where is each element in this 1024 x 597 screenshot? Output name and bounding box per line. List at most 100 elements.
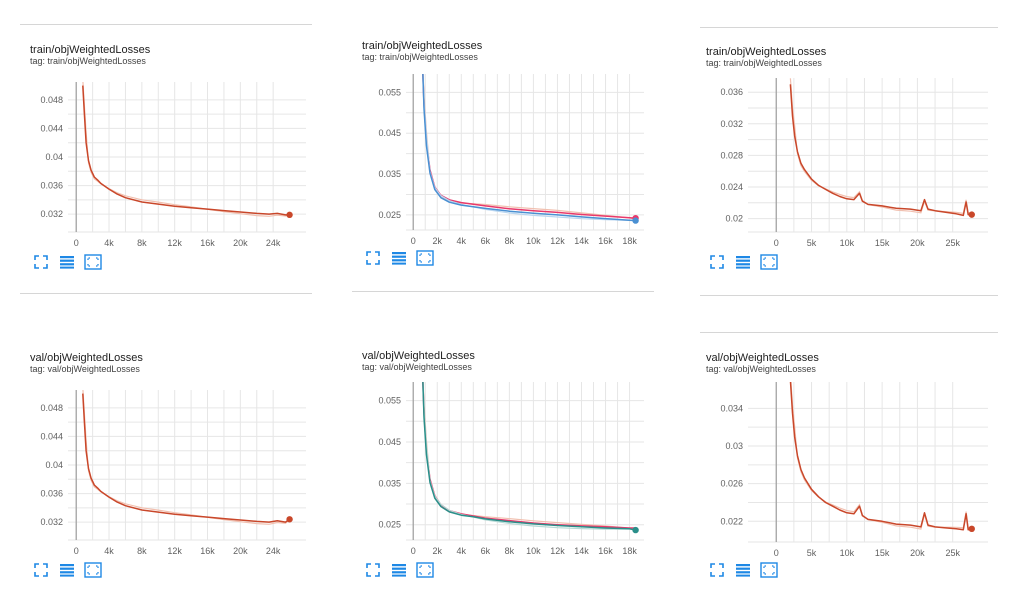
y-tick-label: 0.03 <box>725 441 743 451</box>
expand-icon[interactable] <box>364 562 382 578</box>
chart-card: train/objWeightedLosses tag: train/objWe… <box>706 46 996 276</box>
chart-card: val/objWeightedLosses tag: val/objWeight… <box>362 350 652 584</box>
series-group <box>82 390 293 525</box>
x-tick-label: 4k <box>457 236 467 246</box>
separator <box>700 27 998 28</box>
fit-domain-icon[interactable] <box>416 562 434 578</box>
expand-icon[interactable] <box>364 250 382 266</box>
x-tick-label: 0 <box>411 546 416 556</box>
expand-icon[interactable] <box>708 562 726 578</box>
x-tick-label: 15k <box>875 238 890 248</box>
series-line <box>82 393 291 523</box>
x-tick-label: 6k <box>481 546 491 556</box>
expand-icon[interactable] <box>708 254 726 270</box>
x-tick-label: 12k <box>167 238 182 248</box>
series-group <box>422 74 639 224</box>
x-tick-label: 12k <box>167 546 182 556</box>
chart-card: val/objWeightedLosses tag: val/objWeight… <box>706 352 996 584</box>
chart-tag: tag: train/objWeightedLosses <box>706 58 822 68</box>
x-tick-label: 6k <box>481 236 491 246</box>
chart-toolbar <box>32 254 102 270</box>
separator <box>352 291 654 292</box>
expand-icon[interactable] <box>32 254 50 270</box>
chart-plot: 0 2k 4k 6k 8k 10k 12k 14k 16k 18k 0.025 0.035 0.045 0… <box>378 74 644 246</box>
chart-plot: 0 5k 10k 15k 20k 25k 0.022 0.026 0.03 0.034 <box>720 382 988 558</box>
y-tick-label: 0.034 <box>720 403 743 413</box>
y-tick-label: 0.045 <box>378 437 401 447</box>
series-line <box>422 74 636 222</box>
expand-icon[interactable] <box>32 562 50 578</box>
separator <box>20 24 312 25</box>
separator <box>20 293 312 294</box>
chart-toolbar <box>708 254 778 270</box>
chart-plot: 0 2k 4k 6k 8k 10k 12k 14k 16k 18k 0.025 0.035 0.045 0… <box>378 382 644 556</box>
y-tick-label: 0.055 <box>378 87 401 97</box>
chart-plot: 0 4k 8k 12k 16k 20k 24k 0.032 0.036 0.04 0.044 0.04… <box>40 390 306 556</box>
chart-card: train/objWeightedLosses tag: train/objWe… <box>362 40 652 270</box>
y-tick-label: 0.045 <box>378 128 401 138</box>
y-tick-label: 0.048 <box>40 403 63 413</box>
x-tick-label: 5k <box>807 548 817 558</box>
series-end-point <box>286 516 293 523</box>
data-table-icon[interactable] <box>58 562 76 578</box>
series-line <box>789 84 972 217</box>
x-tick-label: 0 <box>774 238 779 248</box>
chart-toolbar <box>364 250 434 266</box>
x-tick-label: 4k <box>104 238 114 248</box>
x-tick-label: 24k <box>266 546 281 556</box>
chart-title: val/objWeightedLosses <box>706 352 819 364</box>
y-tick-label: 0.025 <box>378 210 401 220</box>
y-tick-label: 0.036 <box>720 87 743 97</box>
x-tick-label: 8k <box>137 238 147 248</box>
series-line <box>789 382 973 531</box>
fit-domain-icon[interactable] <box>84 562 102 578</box>
x-tick-label: 8k <box>505 236 515 246</box>
data-table-icon[interactable] <box>390 250 408 266</box>
chart-tag: tag: val/objWeightedLosses <box>30 364 140 374</box>
series-line <box>422 74 636 219</box>
x-tick-label: 10k <box>840 548 855 558</box>
series-raw-line <box>789 78 972 215</box>
series-line <box>422 382 636 529</box>
y-tick-label: 0.028 <box>720 150 743 160</box>
chart-toolbar <box>32 562 102 578</box>
series-group <box>789 78 975 218</box>
x-tick-label: 4k <box>104 546 114 556</box>
fit-domain-icon[interactable] <box>760 562 778 578</box>
y-tick-label: 0.035 <box>378 169 401 179</box>
series-end-point <box>968 211 975 218</box>
x-tick-label: 14k <box>574 546 589 556</box>
x-tick-label: 2k <box>432 236 442 246</box>
chart-tag: tag: train/objWeightedLosses <box>362 52 478 62</box>
x-tick-label: 16k <box>598 546 613 556</box>
series-group <box>82 82 293 219</box>
chart-title: train/objWeightedLosses <box>362 40 483 52</box>
y-tick-label: 0.032 <box>40 517 63 527</box>
x-tick-label: 12k <box>550 546 565 556</box>
y-tick-label: 0.04 <box>45 460 63 470</box>
y-tick-label: 0.036 <box>40 489 63 499</box>
x-tick-label: 20k <box>233 546 248 556</box>
fit-domain-icon[interactable] <box>416 250 434 266</box>
x-tick-label: 16k <box>200 238 215 248</box>
y-tick-label: 0.026 <box>720 479 743 489</box>
fit-domain-icon[interactable] <box>84 254 102 270</box>
chart-plot: 0 5k 10k 15k 20k 25k 0.02 0.024 0.028 0.032 0.036 <box>720 78 988 248</box>
data-table-icon[interactable] <box>58 254 76 270</box>
data-table-icon[interactable] <box>734 562 752 578</box>
y-tick-label: 0.048 <box>40 95 63 105</box>
chart-card: train/objWeightedLosses tag: train/objWe… <box>30 44 314 274</box>
chart-tag: tag: train/objWeightedLosses <box>30 56 146 66</box>
series-end-point <box>286 211 293 219</box>
chart-title: val/objWeightedLosses <box>30 352 143 364</box>
x-tick-label: 20k <box>910 238 925 248</box>
chart-title: train/objWeightedLosses <box>30 44 151 56</box>
x-tick-label: 4k <box>457 546 467 556</box>
series-end-point <box>968 525 975 533</box>
y-tick-label: 0.032 <box>40 209 63 219</box>
x-tick-label: 0 <box>411 236 416 246</box>
data-table-icon[interactable] <box>734 254 752 270</box>
fit-domain-icon[interactable] <box>760 254 778 270</box>
data-table-icon[interactable] <box>390 562 408 578</box>
chart-tag: tag: val/objWeightedLosses <box>706 364 816 374</box>
